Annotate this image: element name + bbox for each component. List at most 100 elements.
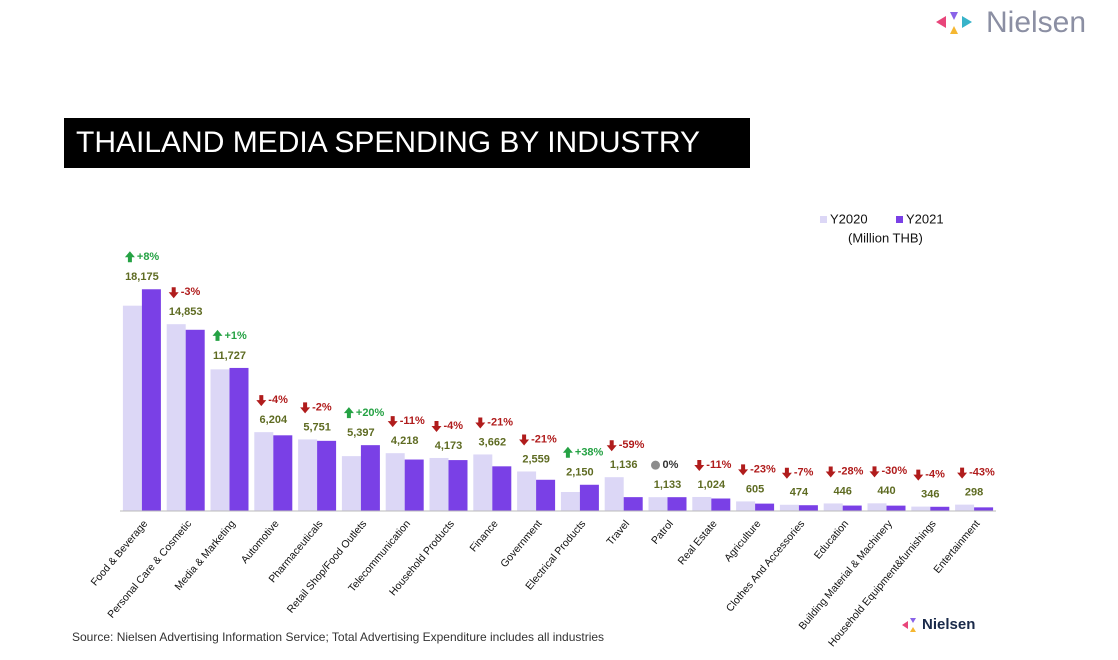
logo-shape xyxy=(902,621,908,629)
value-label: 5,397 xyxy=(347,427,375,439)
value-label: 6,204 xyxy=(260,414,288,426)
value-label: 446 xyxy=(834,485,852,497)
bar xyxy=(736,501,756,511)
brand-logo: Nielsen xyxy=(986,6,1086,39)
bar xyxy=(955,504,975,511)
bar xyxy=(273,435,293,511)
value-label: 14,853 xyxy=(169,306,203,318)
value-label: 298 xyxy=(965,487,983,499)
bar xyxy=(122,305,142,511)
bar xyxy=(448,460,468,511)
down-arrow xyxy=(519,434,530,446)
change-label: -11% xyxy=(400,415,425,427)
neutral-dot xyxy=(651,460,660,470)
bar xyxy=(711,498,731,511)
bar xyxy=(385,453,405,511)
bar xyxy=(141,289,161,511)
bar xyxy=(473,454,493,511)
bar xyxy=(404,459,424,511)
change-label: 0% xyxy=(663,459,679,471)
x-tick-label: Clothes And Accessories xyxy=(724,518,807,614)
change-label: -21% xyxy=(531,433,557,445)
x-tick-label: Finance xyxy=(468,518,501,554)
change-label: +1% xyxy=(225,330,248,342)
x-tick-label: Automotive xyxy=(239,518,282,566)
bar xyxy=(604,477,624,511)
bar xyxy=(930,506,950,511)
bar xyxy=(667,497,687,511)
value-label: 474 xyxy=(790,487,809,499)
bar xyxy=(492,466,512,511)
bar xyxy=(360,445,380,511)
bar xyxy=(623,497,643,511)
down-arrow xyxy=(869,466,880,478)
up-arrow xyxy=(343,407,354,419)
logo-shape xyxy=(950,26,958,34)
x-tick-label: Retail Shop/Food Outlets xyxy=(285,518,370,616)
bottom-logo: Nielsen xyxy=(902,616,975,633)
change-label: -30% xyxy=(882,465,908,477)
change-label: -11% xyxy=(706,459,731,471)
x-tick-label: Travel xyxy=(604,518,632,548)
bar xyxy=(229,367,249,511)
change-label: +20% xyxy=(356,407,385,419)
title-box xyxy=(64,118,750,168)
value-label: 1,133 xyxy=(654,479,682,491)
change-label: -59% xyxy=(619,439,645,451)
bar xyxy=(648,497,668,511)
down-arrow xyxy=(300,402,311,414)
x-tick-label: Personal Care & Cosmetic xyxy=(105,518,194,620)
brand-logo: Nielsen xyxy=(922,616,975,633)
x-tick-label: Patrol xyxy=(649,518,676,547)
down-arrow xyxy=(256,395,267,407)
x-tick-label: Agriculture xyxy=(722,518,764,564)
bar xyxy=(798,505,818,511)
value-label: 3,662 xyxy=(479,436,507,448)
value-label: 346 xyxy=(921,489,939,501)
bar xyxy=(823,503,843,511)
bar xyxy=(166,324,186,511)
bar xyxy=(974,507,994,511)
up-arrow xyxy=(124,251,135,263)
change-label: -3% xyxy=(181,286,201,298)
change-label: -23% xyxy=(750,463,776,475)
unit-label: (Million THB) xyxy=(848,230,923,245)
bar xyxy=(867,503,887,511)
top-logo: Nielsen xyxy=(936,6,1086,39)
change-label: -7% xyxy=(794,467,814,479)
bar xyxy=(579,484,599,511)
bar xyxy=(560,491,580,511)
down-arrow xyxy=(387,416,398,428)
bar xyxy=(517,471,537,511)
legend-label: Y2020 xyxy=(830,211,868,226)
x-tick-label: Building Material & Machinery xyxy=(796,517,895,632)
down-arrow xyxy=(431,420,442,432)
change-label: +38% xyxy=(575,447,604,459)
up-arrow xyxy=(212,329,223,341)
logo-shape xyxy=(936,16,946,28)
up-arrow xyxy=(562,446,573,458)
value-label: 1,136 xyxy=(610,459,638,471)
x-tick-label: Government xyxy=(498,518,544,570)
down-arrow xyxy=(694,459,705,471)
bar xyxy=(755,503,775,511)
change-label: -43% xyxy=(969,467,995,479)
x-tick-label: Education xyxy=(812,518,851,562)
down-arrow xyxy=(475,417,486,429)
down-arrow xyxy=(825,466,836,478)
down-arrow xyxy=(606,440,617,452)
change-label: -2% xyxy=(312,401,332,413)
bar xyxy=(536,479,556,511)
legend-swatch xyxy=(896,216,903,223)
value-label: 1,024 xyxy=(698,479,726,491)
change-label: +8% xyxy=(137,251,160,263)
bar xyxy=(254,432,274,511)
change-label: -21% xyxy=(487,416,513,428)
bar xyxy=(210,369,230,511)
value-label: 2,150 xyxy=(566,467,594,479)
down-arrow xyxy=(913,469,924,481)
down-arrow xyxy=(957,467,968,479)
value-label: 2,559 xyxy=(522,453,550,465)
value-label: 605 xyxy=(746,483,764,495)
